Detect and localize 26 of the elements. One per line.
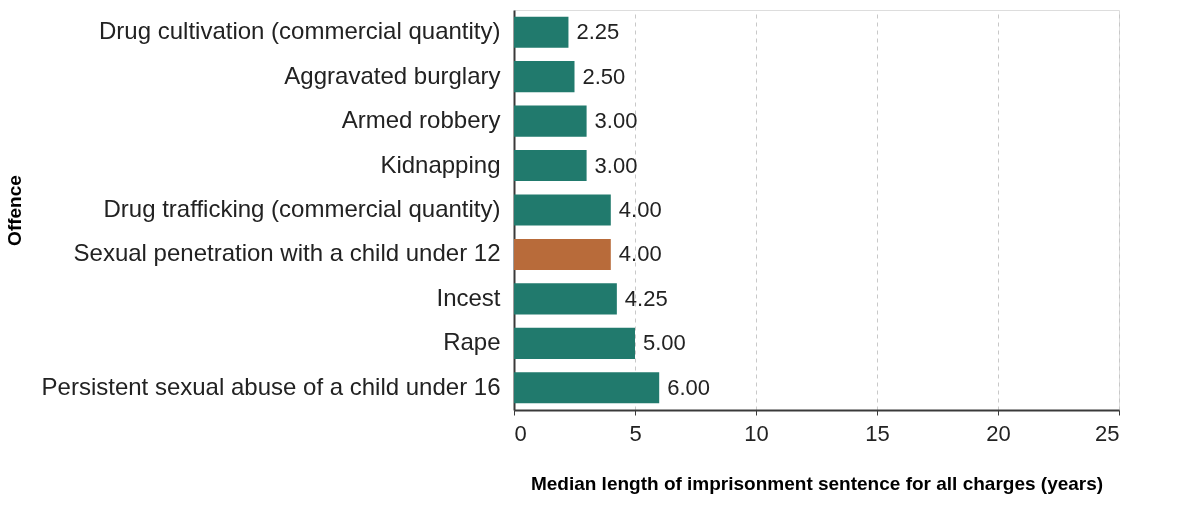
y-tick-label: Drug cultivation (commercial quantity) bbox=[99, 17, 501, 45]
x-tick-label: 5 bbox=[629, 420, 642, 446]
y-tick-label: Aggravated burglary bbox=[284, 61, 501, 89]
data-label: 6.00 bbox=[667, 374, 711, 400]
y-tick-label: Persistent sexual abuse of a child under 16 bbox=[41, 372, 501, 400]
y-tick-label: Drug trafficking (commercial quantity) bbox=[103, 195, 501, 222]
x-tick-label: 10 bbox=[744, 420, 769, 446]
y-tick-label: Armed robbery bbox=[341, 106, 501, 134]
data-label: 4.00 bbox=[618, 241, 662, 267]
y-tick-label: Rape bbox=[443, 328, 501, 356]
y-tick-label: Kidnapping bbox=[380, 150, 501, 178]
x-axis-title: Median length of imprisonment sentence for all charges (years) bbox=[530, 472, 1104, 494]
x-tick-label: 25 bbox=[1095, 420, 1120, 446]
data-label: 4.00 bbox=[618, 197, 662, 222]
y-tick-label: Incest bbox=[436, 283, 501, 311]
data-label: 4.25 bbox=[624, 285, 668, 311]
data-label: 2.50 bbox=[582, 63, 626, 89]
x-tick-label: 15 bbox=[865, 420, 890, 446]
y-tick-label: Sexual penetration with a child under 12 bbox=[73, 239, 501, 267]
data-label: 5.00 bbox=[643, 330, 686, 356]
y-axis-title: Offence bbox=[3, 175, 25, 246]
data-label: 3.00 bbox=[594, 108, 638, 134]
data-label: 3.00 bbox=[594, 152, 638, 178]
x-tick-label: 0 bbox=[514, 420, 527, 446]
x-tick-label: 20 bbox=[986, 420, 1011, 446]
data-label: 2.25 bbox=[576, 19, 620, 45]
